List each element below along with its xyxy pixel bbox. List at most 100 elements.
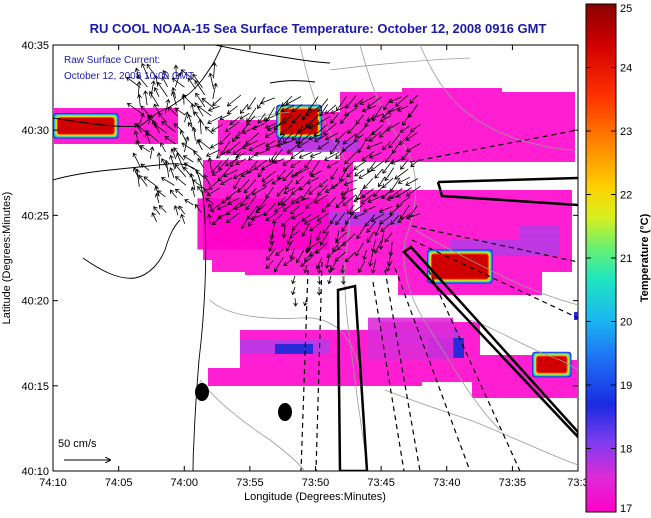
current-vector — [192, 73, 203, 88]
current-vector — [295, 197, 310, 204]
current-vector — [380, 223, 391, 233]
current-vector — [153, 123, 168, 134]
current-vector — [362, 206, 376, 213]
current-vector — [220, 177, 233, 185]
current-vector — [171, 86, 177, 99]
current-vector — [341, 140, 356, 152]
current-vector — [239, 103, 249, 114]
current-vector — [156, 152, 162, 170]
current-vector — [143, 176, 159, 188]
current-vector — [366, 113, 384, 122]
x-tick-label: 74:10 — [39, 477, 67, 489]
x-tick-label: 74:05 — [105, 477, 133, 489]
current-vector — [223, 169, 238, 178]
current-vector — [379, 214, 393, 225]
current-vector — [206, 213, 212, 225]
sst-patches — [53, 104, 572, 378]
current-vector — [364, 114, 375, 128]
current-vector — [409, 94, 418, 104]
current-vector — [160, 177, 175, 186]
bathymetry-contours — [199, 45, 578, 471]
current-vector — [308, 134, 322, 141]
current-vector — [378, 231, 385, 250]
current-vector — [204, 126, 214, 135]
current-vector — [384, 167, 395, 182]
current-vector — [388, 134, 400, 149]
current-vector — [279, 124, 293, 136]
current-vector — [153, 87, 160, 97]
current-vector — [229, 116, 240, 125]
current-vector — [368, 251, 374, 267]
chart-title: RU COOL NOAA-15 Sea Surface Temperature:… — [90, 21, 547, 36]
current-vector — [395, 94, 409, 107]
current-vector — [386, 248, 393, 267]
current-vector — [180, 69, 196, 82]
current-vector — [221, 196, 232, 204]
current-vector — [207, 105, 220, 112]
current-vector — [195, 169, 204, 178]
current-vector — [246, 205, 258, 220]
scale-label: 50 cm/s — [58, 438, 97, 450]
current-vector — [330, 167, 339, 181]
current-vector — [349, 203, 365, 215]
current-vector — [157, 190, 166, 198]
current-vector — [359, 95, 375, 105]
current-vector — [274, 257, 284, 273]
current-vector — [389, 177, 401, 194]
current-vector — [317, 141, 329, 150]
current-vector — [271, 176, 284, 185]
current-vector — [211, 62, 217, 79]
current-vector — [322, 224, 331, 234]
current-vector — [295, 249, 305, 264]
current-vector — [353, 133, 364, 142]
current-vector — [210, 124, 223, 132]
current-vector — [324, 104, 337, 115]
current-vector — [405, 213, 420, 220]
current-vector — [330, 178, 346, 189]
current-vector — [366, 231, 374, 244]
current-vector — [395, 187, 412, 198]
current-vector — [226, 94, 242, 107]
current-vector — [368, 131, 382, 142]
current-vector — [308, 185, 319, 195]
current-vector — [135, 168, 141, 187]
current-vector — [289, 205, 301, 215]
current-vector — [332, 242, 340, 252]
current-vector — [405, 132, 418, 141]
current-vector — [289, 229, 301, 239]
current-vector — [197, 157, 205, 168]
current-vector — [364, 214, 376, 227]
current-vector — [345, 95, 357, 109]
current-vector — [235, 152, 247, 159]
current-vector — [410, 123, 421, 133]
current-vector — [269, 222, 276, 240]
current-vector — [334, 231, 348, 244]
current-vector — [169, 167, 175, 179]
plot-area: Raw Surface Current: October 12, 2008 10… — [52, 44, 579, 472]
current-vector — [174, 107, 186, 116]
x-tick-label: 73:55 — [236, 477, 264, 489]
colorbar-tick-label: 25 — [620, 3, 632, 15]
current-vector — [353, 212, 366, 219]
current-vector — [317, 98, 329, 113]
current-vector — [139, 112, 145, 125]
current-vector — [140, 105, 150, 117]
current-vector — [167, 106, 178, 117]
current-vector — [146, 63, 157, 78]
current-vector — [151, 212, 158, 222]
current-vector — [252, 122, 267, 130]
current-vector — [243, 179, 257, 194]
current-vector — [381, 140, 392, 151]
colorbar-tick-label: 21 — [620, 253, 632, 265]
current-vector — [316, 212, 329, 222]
current-vector — [173, 64, 179, 78]
current-vector — [257, 112, 266, 124]
current-vector — [385, 121, 401, 132]
current-vector — [335, 212, 346, 226]
colorbar-tick-label: 20 — [620, 317, 632, 329]
current-vector — [235, 124, 248, 140]
current-vector — [174, 163, 187, 178]
current-vector — [326, 196, 337, 208]
y-tick-label: 40:20 — [21, 296, 49, 308]
